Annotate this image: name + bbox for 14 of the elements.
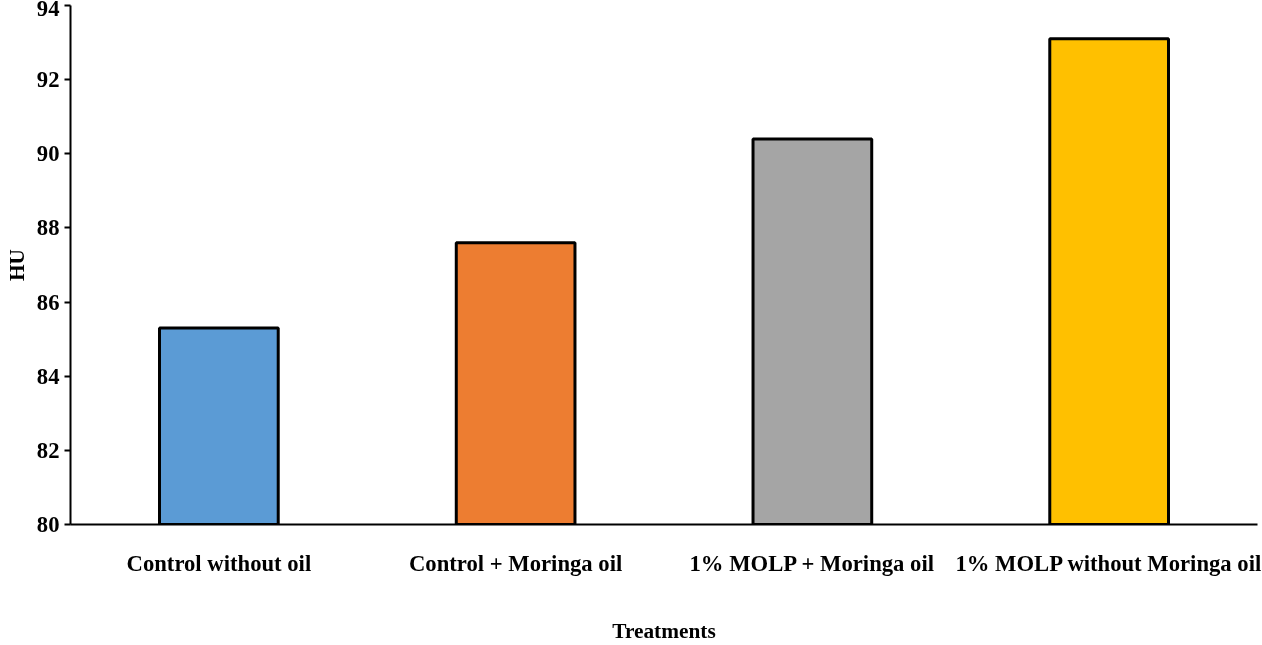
x-tick-label: 1% MOLP + Moringa oil bbox=[689, 550, 934, 576]
y-tick-label: 86 bbox=[36, 289, 60, 315]
y-tick-label: 80 bbox=[36, 512, 60, 537]
x-axis-title: Treatments bbox=[612, 618, 716, 643]
x-tick-label: Control + Moringa oil bbox=[409, 550, 623, 576]
y-tick-label: 82 bbox=[36, 437, 60, 463]
x-tick-label: Control without oil bbox=[126, 550, 312, 576]
y-tick-label: 94 bbox=[36, 0, 60, 21]
x-tick-label: 1% MOLP without Moringa oil bbox=[955, 550, 1262, 576]
y-tick-label: 84 bbox=[36, 363, 60, 389]
y-axis-title: HU bbox=[4, 249, 29, 281]
y-tick-label: 90 bbox=[36, 141, 60, 167]
y-tick-label: 92 bbox=[36, 67, 60, 93]
y-tick-label: 88 bbox=[36, 215, 60, 241]
